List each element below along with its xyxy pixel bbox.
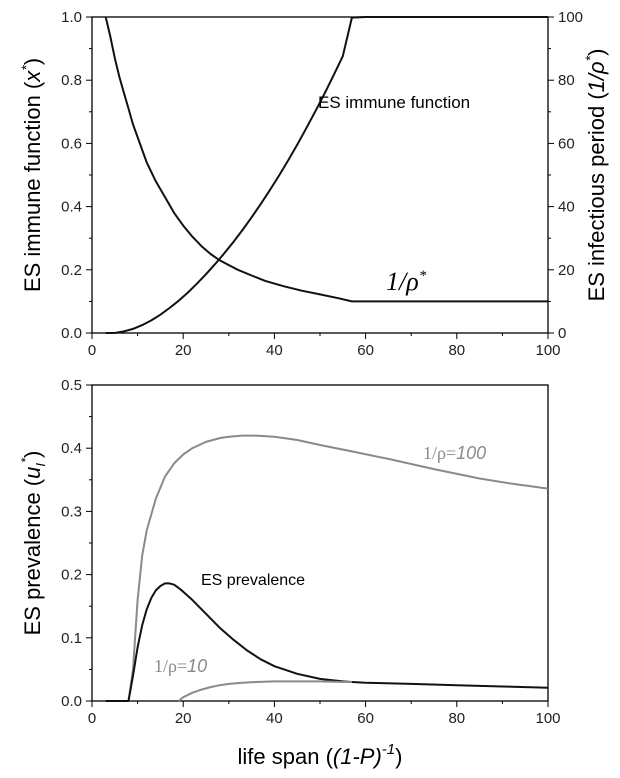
top-x-tick-label: 20 xyxy=(175,342,192,359)
top-x-tick-label: 0 xyxy=(88,342,96,359)
top-ylabel-text: ES immune function ( xyxy=(20,81,45,292)
bottom-x-tick-label: 100 xyxy=(535,710,560,727)
bottom-ylabel-sup: * xyxy=(18,457,33,463)
top-ylabel-close: ) xyxy=(20,58,45,65)
top-y2label-sup: * xyxy=(582,55,598,61)
top-right-y-axis-label: ES infectious period (1/ρ*) xyxy=(582,49,609,302)
bottom-series-line-es-prevalence xyxy=(105,582,549,702)
top-annotation-infectious-period: 1/ρ* xyxy=(386,267,427,296)
top-annotation-infectious-period-sup: * xyxy=(419,268,427,284)
top-y-tick-label: 0.2 xyxy=(61,262,82,279)
top-ylabel-var: x xyxy=(20,70,45,83)
bottom-y-tick-label: 0.2 xyxy=(61,567,82,584)
top-ylabel-sup: * xyxy=(18,65,34,71)
bottom-annotation-rho-10-prefix: 1/ρ= xyxy=(154,656,187,676)
top-y2-tick-label: 20 xyxy=(558,262,575,279)
top-left-y-axis: 0.0 0.2 0.4 0.6 0.8 1.0 xyxy=(61,9,92,342)
xlabel-sup: -1 xyxy=(382,741,395,758)
bottom-y-axis-label: ES prevalence (uI*) xyxy=(18,451,48,636)
bottom-annotation-rho-100: 1/ρ=100 xyxy=(423,443,486,463)
bottom-annotation-rho-100-prefix: 1/ρ= xyxy=(423,443,456,463)
top-y2-tick-label: 100 xyxy=(558,9,583,26)
bottom-y-axis: 0.0 0.1 0.2 0.3 0.4 0.5 xyxy=(61,377,92,710)
top-y2-tick-label: 60 xyxy=(558,135,575,152)
top-annotation-immune-function: ES immune function xyxy=(318,93,470,112)
bottom-ylabel-close: ) xyxy=(20,451,45,458)
bottom-y-tick-label: 0.4 xyxy=(61,440,82,457)
top-x-axis: 0 20 40 60 80 100 xyxy=(88,333,561,359)
bottom-series-line-1-10 xyxy=(177,680,352,702)
top-series-line-es-immune-function xyxy=(105,16,548,334)
bottom-annotation-es-prevalence: ES prevalence xyxy=(201,572,305,589)
bottom-x-tick-label: 20 xyxy=(175,710,192,727)
bottom-y-tick-label: 0.3 xyxy=(61,503,82,520)
top-y-tick-label: 1.0 xyxy=(61,9,82,26)
bottom-x-tick-label: 0 xyxy=(88,710,96,727)
bottom-series-group xyxy=(105,434,549,702)
bottom-ylabel-text: ES prevalence ( xyxy=(20,478,45,635)
bottom-ylabel-var: u xyxy=(20,467,45,479)
bottom-series-line-1-100 xyxy=(105,434,549,702)
top-panel: 0.0 0.2 0.4 0.6 0.8 1.0 0 20 40 60 80 100 0 20 40 60 8… xyxy=(18,9,609,359)
top-x-tick-label: 40 xyxy=(266,342,283,359)
bottom-y-tick-label: 0.1 xyxy=(61,630,82,647)
top-x-tick-label: 60 xyxy=(357,342,374,359)
top-x-tick-label: 80 xyxy=(448,342,465,359)
top-y-tick-label: 0.0 xyxy=(61,325,82,342)
bottom-y-tick-label: 0.0 xyxy=(61,693,82,710)
bottom-y-tick-label: 0.5 xyxy=(61,377,82,394)
top-y-tick-label: 0.4 xyxy=(61,199,82,216)
bottom-annotation-rho-10: 1/ρ=10 xyxy=(154,656,207,676)
top-y-tick-label: 0.6 xyxy=(61,135,82,152)
top-y2label-text: ES infectious period ( xyxy=(584,92,609,302)
bottom-plot-frame xyxy=(91,384,549,702)
xlabel-var: (1-P) xyxy=(333,744,382,769)
bottom-annotation-rho-100-value: 100 xyxy=(456,443,486,463)
bottom-x-axis: 0 20 40 60 80 100 xyxy=(88,701,561,727)
top-right-y-axis: 0 20 40 60 80 100 xyxy=(548,9,583,342)
top-left-y-axis-label: ES immune function (x*) xyxy=(18,58,45,292)
top-y-tick-label: 0.8 xyxy=(61,72,82,89)
top-y2label-close: ) xyxy=(584,49,609,56)
bottom-x-axis-label: life span ((1-P)-1) xyxy=(238,741,403,769)
top-annotation-infectious-period-base: 1/ρ xyxy=(386,267,419,296)
top-y2-tick-label: 80 xyxy=(558,72,575,89)
bottom-x-tick-label: 80 xyxy=(448,710,465,727)
top-plot-frame xyxy=(91,16,549,334)
top-y2label-var: 1/ρ xyxy=(584,61,609,92)
bottom-x-tick-label: 40 xyxy=(266,710,283,727)
top-series-group xyxy=(104,16,548,334)
top-y2-tick-label: 40 xyxy=(558,199,575,216)
xlabel-close: ) xyxy=(395,744,402,769)
bottom-ylabel-sub: I xyxy=(33,463,48,467)
bottom-annotation-rho-10-value: 10 xyxy=(187,656,207,676)
top-series-line-1 xyxy=(104,16,548,303)
top-y2-tick-label: 0 xyxy=(558,325,566,342)
top-x-tick-label: 100 xyxy=(535,342,560,359)
bottom-x-tick-label: 60 xyxy=(357,710,374,727)
xlabel-text: life span ( xyxy=(238,744,334,769)
bottom-panel: 0.00.10.20.30.40.5 0 20 40 60 80 100 1/ρ=100 … xyxy=(18,377,561,769)
